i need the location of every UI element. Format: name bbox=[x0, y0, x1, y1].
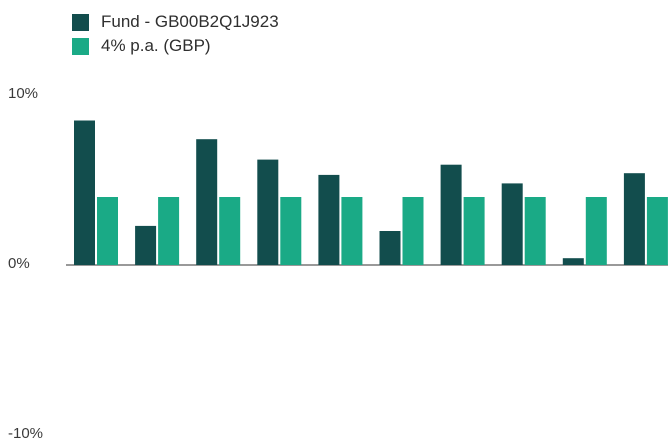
bar-series-1-item-1[interactable] bbox=[158, 197, 180, 265]
bar-series-0-item-8[interactable] bbox=[562, 258, 584, 265]
bar-series-0-item-4[interactable] bbox=[318, 174, 340, 265]
legend-item-fund[interactable]: Fund - GB00B2Q1J923 bbox=[72, 10, 279, 34]
bar-series-1-item-4[interactable] bbox=[341, 197, 363, 265]
legend-item-benchmark[interactable]: 4% p.a. (GBP) bbox=[72, 34, 279, 58]
bar-series-1-item-5[interactable] bbox=[402, 197, 424, 265]
bar-series-1-item-3[interactable] bbox=[280, 197, 302, 265]
bar-series-0-item-5[interactable] bbox=[379, 231, 401, 265]
legend: Fund - GB00B2Q1J923 4% p.a. (GBP) bbox=[72, 10, 279, 58]
bar-series-1-item-0[interactable] bbox=[97, 197, 118, 265]
bars bbox=[74, 120, 668, 266]
bar-series-1-item-9[interactable] bbox=[646, 197, 668, 265]
bar-series-1-item-8[interactable] bbox=[585, 197, 607, 265]
legend-label-fund: Fund - GB00B2Q1J923 bbox=[101, 12, 279, 31]
y-tick-label: -10% bbox=[8, 425, 43, 442]
bar-series-0-item-2[interactable] bbox=[196, 139, 218, 265]
y-axis-ticks: 10% 0% -10% bbox=[8, 85, 43, 442]
bar-series-0-item-1[interactable] bbox=[135, 225, 157, 265]
y-tick-label: 10% bbox=[8, 85, 38, 102]
bar-series-0-item-9[interactable] bbox=[623, 173, 645, 265]
bar-series-0-item-3[interactable] bbox=[257, 159, 279, 265]
legend-label-benchmark: 4% p.a. (GBP) bbox=[101, 36, 211, 55]
bar-series-1-item-2[interactable] bbox=[219, 197, 241, 265]
bar-series-0-item-7[interactable] bbox=[501, 183, 523, 265]
legend-swatch-benchmark bbox=[72, 37, 89, 55]
y-tick-label: 0% bbox=[8, 255, 30, 272]
bar-series-0-item-6[interactable] bbox=[440, 164, 462, 265]
bar-series-1-item-7[interactable] bbox=[524, 197, 546, 265]
legend-swatch-fund bbox=[72, 13, 89, 31]
bar-series-0-item-0[interactable] bbox=[74, 120, 95, 266]
bar-series-1-item-6[interactable] bbox=[463, 197, 485, 265]
